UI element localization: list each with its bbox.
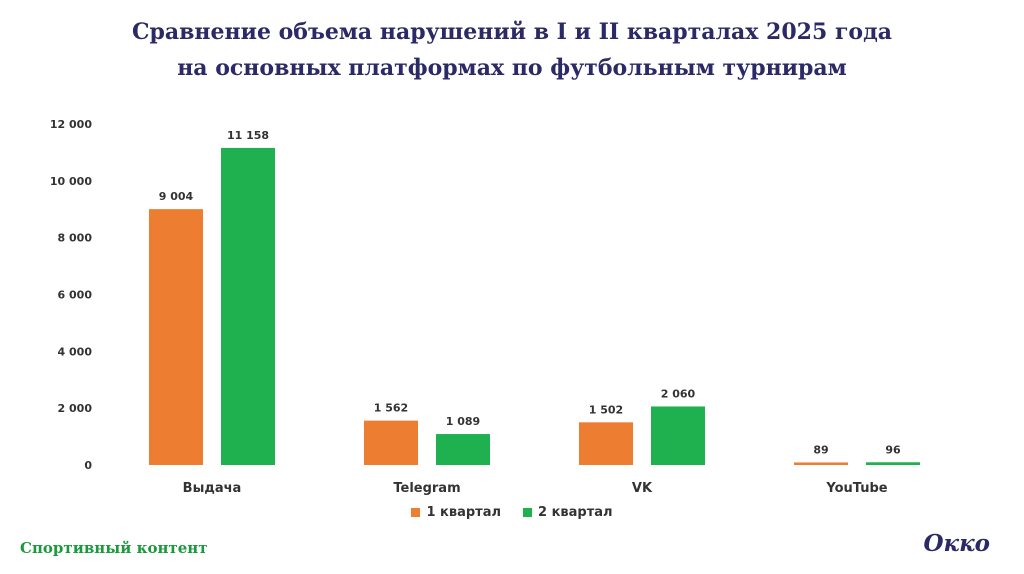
- footer-caption: Спортивный контент: [20, 539, 208, 557]
- y-tick-label: 12 000: [50, 118, 92, 131]
- data-label: 1 502: [589, 403, 623, 416]
- y-tick-label: 10 000: [50, 175, 92, 188]
- legend-label-q2: 2 квартал: [538, 505, 613, 520]
- brand-logo: Окко: [923, 530, 990, 557]
- bar: [866, 462, 920, 465]
- bar: [364, 420, 418, 465]
- legend-item-q2: 2 квартал: [523, 505, 613, 520]
- data-label: 1 089: [446, 415, 480, 428]
- legend-swatch-q2: [523, 508, 532, 517]
- data-label: 89: [813, 443, 828, 456]
- x-category-label: Telegram: [393, 481, 460, 496]
- x-category-label: YouTube: [825, 481, 887, 496]
- x-category-label: Выдача: [183, 481, 242, 496]
- data-label: 96: [885, 443, 901, 456]
- bar: [149, 209, 203, 465]
- bar: [794, 462, 848, 465]
- y-tick-label: 6 000: [58, 289, 93, 302]
- x-category-label: VK: [632, 481, 653, 496]
- bar: [221, 147, 275, 466]
- legend-label-q1: 1 квартал: [426, 505, 501, 520]
- data-label: 1 562: [374, 402, 408, 415]
- y-tick-label: 4 000: [58, 345, 93, 358]
- bar: [579, 422, 633, 465]
- chart-legend: 1 квартал 2 квартал: [0, 505, 1024, 520]
- bar: [651, 406, 705, 465]
- chart-title-line-2: на основных платформах по футбольным тур…: [177, 55, 847, 81]
- legend-item-q1: 1 квартал: [411, 505, 501, 520]
- legend-swatch-q1: [411, 508, 421, 517]
- y-tick-label: 8 000: [58, 232, 93, 245]
- chart-title: Сравнение объема нарушений в I и II квар…: [0, 14, 1024, 86]
- data-label: 2 060: [661, 387, 696, 400]
- bar: [436, 434, 490, 465]
- chart-title-line-1: Сравнение объема нарушений в I и II квар…: [131, 19, 893, 45]
- y-tick-label: 0: [84, 459, 92, 472]
- data-label: 11 158: [227, 129, 269, 142]
- data-label: 9 004: [159, 190, 194, 203]
- y-tick-label: 2 000: [58, 402, 93, 415]
